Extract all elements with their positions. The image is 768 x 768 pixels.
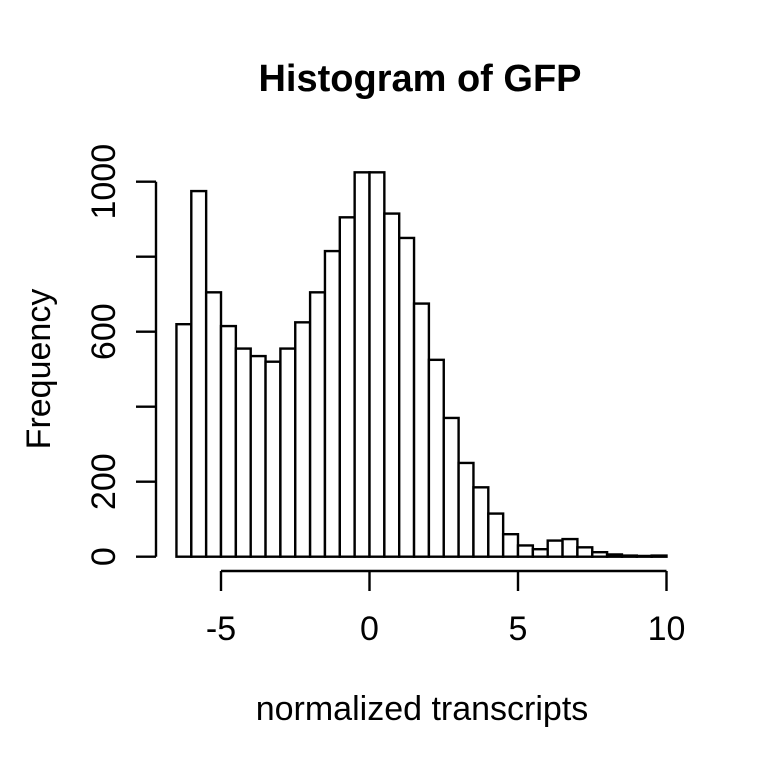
histogram-bar (249, 354, 267, 558)
histogram-bars (175, 171, 668, 558)
histogram-bar (338, 216, 356, 558)
x-axis-label: normalized transcripts (256, 690, 589, 728)
x-tick-label: 5 (509, 610, 528, 648)
histogram-bar (472, 486, 490, 558)
histogram-bar (650, 554, 668, 558)
histogram-bar (561, 537, 579, 558)
x-tick-label: 0 (360, 610, 379, 648)
histogram-bar (591, 551, 609, 558)
histogram-bar (368, 171, 386, 558)
histogram-bar (442, 416, 460, 558)
histogram-bar (605, 553, 624, 558)
y-tick-label: 0 (85, 547, 123, 566)
x-tick-label: 10 (648, 610, 686, 648)
histogram-bar (531, 548, 549, 558)
axes: 0 200 600 1000 -5 0 5 10 (85, 144, 685, 648)
histogram-bar (457, 461, 475, 558)
histogram-bar (190, 189, 208, 558)
histogram-bar (323, 249, 342, 558)
histogram-bar (308, 291, 327, 558)
chart-title: Histogram of GFP (258, 58, 581, 100)
histogram-bar (294, 321, 312, 558)
histogram-bar (635, 554, 653, 558)
histogram-bar (353, 171, 371, 558)
histogram-bar (264, 360, 282, 558)
histogram-bar (501, 533, 520, 558)
y-axis-label: Frequency (20, 289, 58, 450)
histogram-bar (576, 546, 594, 558)
histogram-bar (427, 358, 445, 558)
histogram-bar (383, 212, 401, 558)
histogram-bar (487, 512, 505, 558)
x-tick-label: -5 (206, 610, 236, 648)
histogram-bar (620, 554, 639, 558)
histogram-bar (204, 291, 223, 558)
histogram-bar (398, 236, 416, 558)
histogram-bar (516, 544, 535, 558)
histogram-bar (219, 324, 238, 558)
histogram-bar (234, 347, 252, 558)
y-tick-label: 600 (85, 303, 123, 360)
y-tick-label: 1000 (85, 144, 123, 220)
y-tick-label: 200 (85, 453, 123, 510)
histogram-bar (546, 539, 564, 558)
histogram-bar (279, 347, 297, 558)
histogram-bar (412, 302, 431, 558)
histogram-bar (175, 323, 193, 558)
